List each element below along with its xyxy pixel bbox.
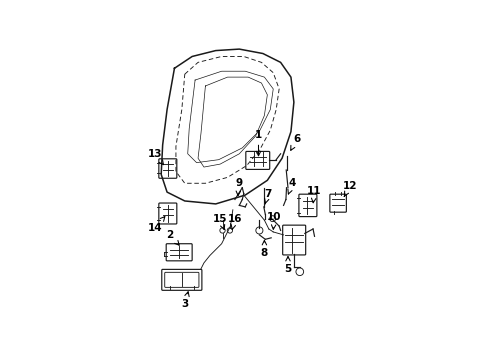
Text: 2: 2 [167, 230, 179, 245]
Text: 9: 9 [235, 178, 242, 195]
Text: 8: 8 [261, 240, 268, 257]
FancyBboxPatch shape [299, 194, 317, 217]
FancyBboxPatch shape [165, 272, 199, 287]
Text: 3: 3 [181, 292, 189, 309]
Text: 13: 13 [148, 149, 164, 165]
Text: 11: 11 [307, 186, 322, 203]
Text: 16: 16 [228, 214, 242, 230]
Text: 5: 5 [284, 257, 292, 274]
Text: 10: 10 [267, 212, 281, 229]
Text: 6: 6 [291, 134, 300, 150]
FancyBboxPatch shape [159, 159, 177, 178]
FancyBboxPatch shape [162, 269, 202, 290]
Text: 1: 1 [255, 130, 262, 156]
Text: 14: 14 [148, 217, 165, 233]
FancyBboxPatch shape [246, 152, 270, 170]
FancyBboxPatch shape [330, 194, 346, 212]
Text: 15: 15 [213, 214, 227, 230]
FancyBboxPatch shape [159, 203, 177, 224]
FancyBboxPatch shape [166, 244, 192, 261]
Text: 4: 4 [288, 178, 296, 194]
Text: 7: 7 [265, 189, 272, 204]
FancyBboxPatch shape [283, 225, 306, 255]
Text: 12: 12 [343, 181, 357, 197]
